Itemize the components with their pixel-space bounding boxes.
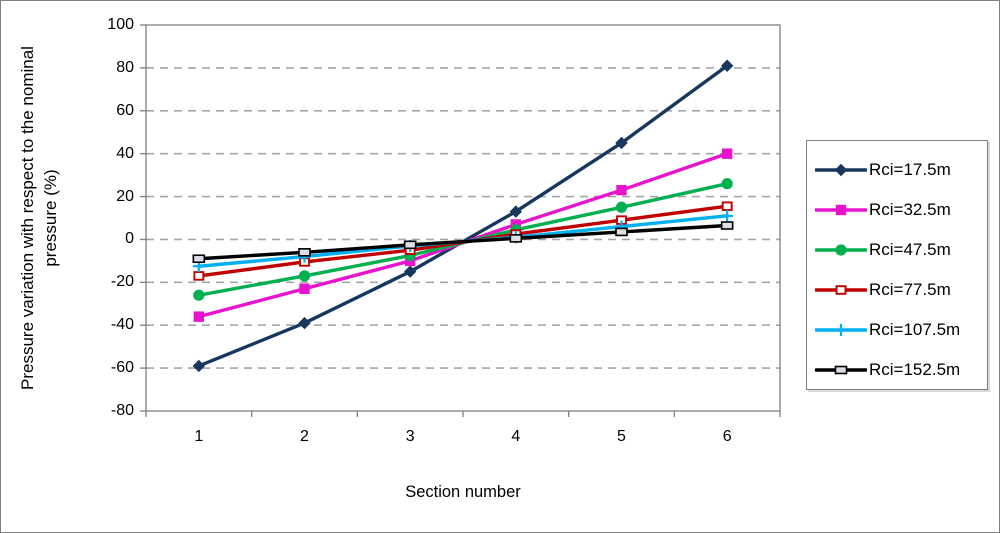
legend-label: Rci=47.5m xyxy=(869,240,951,259)
y-tick-label: -40 xyxy=(110,316,134,334)
x-tick-label: 5 xyxy=(617,428,626,445)
x-tick-label: 1 xyxy=(194,428,204,445)
y-tick-label: 80 xyxy=(116,58,134,76)
y-tick-label: 0 xyxy=(125,230,134,248)
y-axis-title: Pressure variation with respect to the n… xyxy=(16,1,62,438)
y-tick-label: -20 xyxy=(110,273,134,291)
legend-item: Rci=32.5m xyxy=(815,190,987,230)
legend-marker-icon xyxy=(815,204,867,216)
legend-item: Rci=152.5m xyxy=(815,350,987,390)
legend-marker-icon xyxy=(815,285,867,295)
legend-label: Rci=107.5m xyxy=(869,320,961,339)
legend-label: Rci=32.5m xyxy=(869,200,951,219)
legend-label: Rci=17.5m xyxy=(869,160,951,179)
y-axis-title-line1: Pressure variation with respect to the n… xyxy=(18,46,37,390)
y-tick-label: 20 xyxy=(116,187,134,205)
x-tick-label: 3 xyxy=(405,428,415,445)
x-tick-label: 6 xyxy=(722,428,732,445)
legend-item: Rci=47.5m xyxy=(815,230,987,270)
legend-marker-icon xyxy=(815,365,867,375)
legend-item: Rci=107.5m xyxy=(815,310,987,350)
legend: Rci=17.5m Rci=32.5m Rci=47.5m Rci=77.5m … xyxy=(806,140,988,390)
legend-item: Rci=17.5m xyxy=(815,150,987,190)
x-axis-title: Section number xyxy=(405,483,521,501)
y-tick-label: -80 xyxy=(110,402,134,419)
y-tick-label: 40 xyxy=(116,144,134,162)
legend-label: Rci=152.5m xyxy=(869,360,961,379)
y-axis-title-line2: pressure (%) xyxy=(41,169,60,267)
legend-marker-icon xyxy=(815,244,867,256)
y-tick-label: 60 xyxy=(116,101,134,119)
x-tick-label: 2 xyxy=(300,428,309,445)
legend-marker-icon xyxy=(815,163,867,177)
legend-label: Rci=77.5m xyxy=(869,280,951,299)
legend-marker-icon xyxy=(815,324,867,336)
x-tick-label: 4 xyxy=(511,428,521,445)
y-tick-label: 100 xyxy=(107,16,134,33)
legend-item: Rci=77.5m xyxy=(815,270,987,310)
y-tick-label: -60 xyxy=(110,359,134,377)
